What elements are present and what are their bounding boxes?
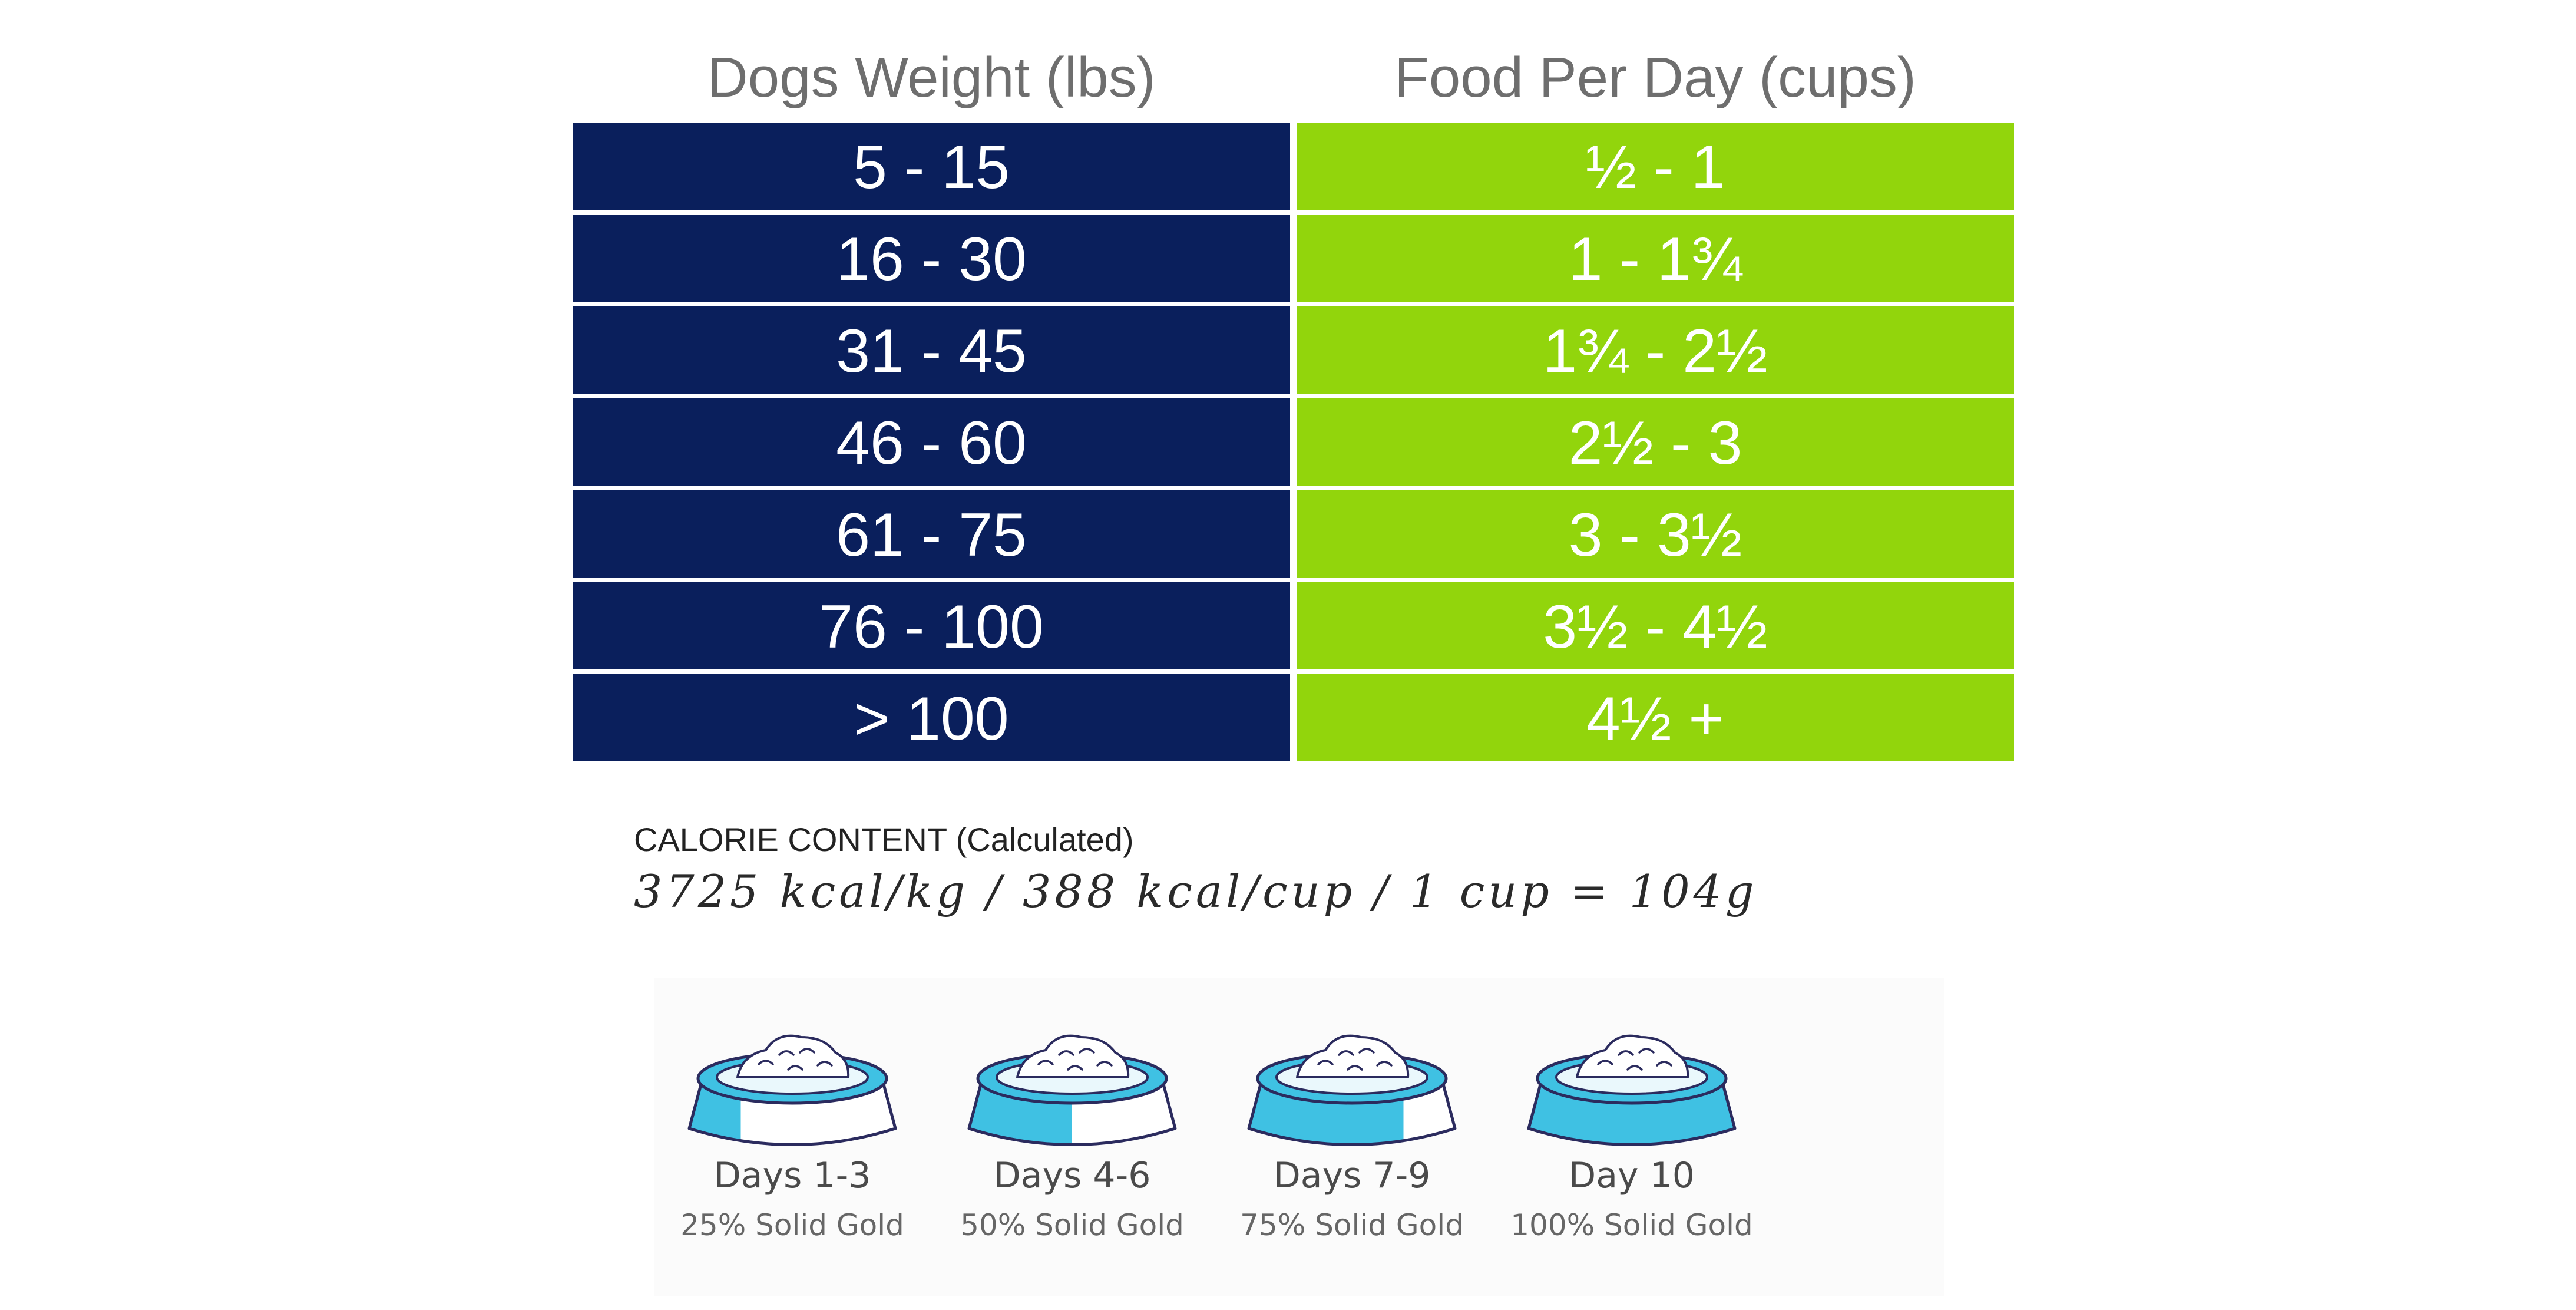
step-subtitle: 50% Solid Gold — [960, 1208, 1184, 1242]
food-cell: 3½ - 4½ — [1297, 582, 2014, 669]
table-row: 61 - 75 3 - 3½ — [573, 490, 2014, 578]
food-cell: 2½ - 3 — [1297, 398, 2014, 486]
step-subtitle: 25% Solid Gold — [680, 1208, 904, 1242]
food-cell: 3 - 3½ — [1297, 490, 2014, 578]
food-cell: 1¾ - 2½ — [1297, 306, 2014, 394]
table-row: 16 - 30 1 - 1¾ — [573, 215, 2014, 302]
transition-step: Days 1-3 25% Solid Gold — [654, 978, 931, 1296]
food-cell: 4½ + — [1297, 674, 2014, 761]
weight-cell: 31 - 45 — [573, 306, 1290, 394]
table-row: 46 - 60 2½ - 3 — [573, 398, 2014, 486]
step-title: Days 4-6 — [993, 1155, 1151, 1196]
calorie-value: 3725 kcal/kg / 388 kcal/cup / 1 cup = 10… — [634, 865, 1758, 918]
table-row: > 100 4½ + — [573, 674, 2014, 761]
food-header: Food Per Day (cups) — [1394, 46, 1916, 109]
food-bowl-icon — [1247, 1034, 1457, 1146]
table-row: 31 - 45 1¾ - 2½ — [573, 306, 2014, 394]
food-cell: ½ - 1 — [1297, 123, 2014, 210]
transition-step: Days 7-9 75% Solid Gold — [1213, 978, 1490, 1296]
weight-cell: 46 - 60 — [573, 398, 1290, 486]
weight-cell: 76 - 100 — [573, 582, 1290, 669]
step-subtitle: 100% Solid Gold — [1510, 1208, 1753, 1242]
step-title: Day 10 — [1569, 1155, 1695, 1196]
food-bowl-icon — [1527, 1034, 1737, 1146]
calorie-label: CALORIE CONTENT (Calculated) — [634, 821, 1134, 858]
transition-step: Days 4-6 50% Solid Gold — [934, 978, 1211, 1296]
transition-step: Day 10 100% Solid Gold — [1493, 978, 1770, 1296]
weight-header: Dogs Weight (lbs) — [707, 46, 1156, 109]
step-subtitle: 75% Solid Gold — [1240, 1208, 1464, 1242]
weight-cell: > 100 — [573, 674, 1290, 761]
table-row: 76 - 100 3½ - 4½ — [573, 582, 2014, 669]
step-title: Days 7-9 — [1273, 1155, 1431, 1196]
step-title: Days 1-3 — [713, 1155, 871, 1196]
weight-cell: 5 - 15 — [573, 123, 1290, 210]
food-cell: 1 - 1¾ — [1297, 215, 2014, 302]
weight-cell: 61 - 75 — [573, 490, 1290, 578]
transition-schedule: Days 1-3 25% Solid Gold Days 4-6 50% Sol… — [654, 978, 1944, 1296]
food-bowl-icon — [687, 1034, 897, 1146]
food-bowl-icon — [967, 1034, 1177, 1146]
weight-cell: 16 - 30 — [573, 215, 1290, 302]
table-row: 5 - 15 ½ - 1 — [573, 123, 2014, 210]
